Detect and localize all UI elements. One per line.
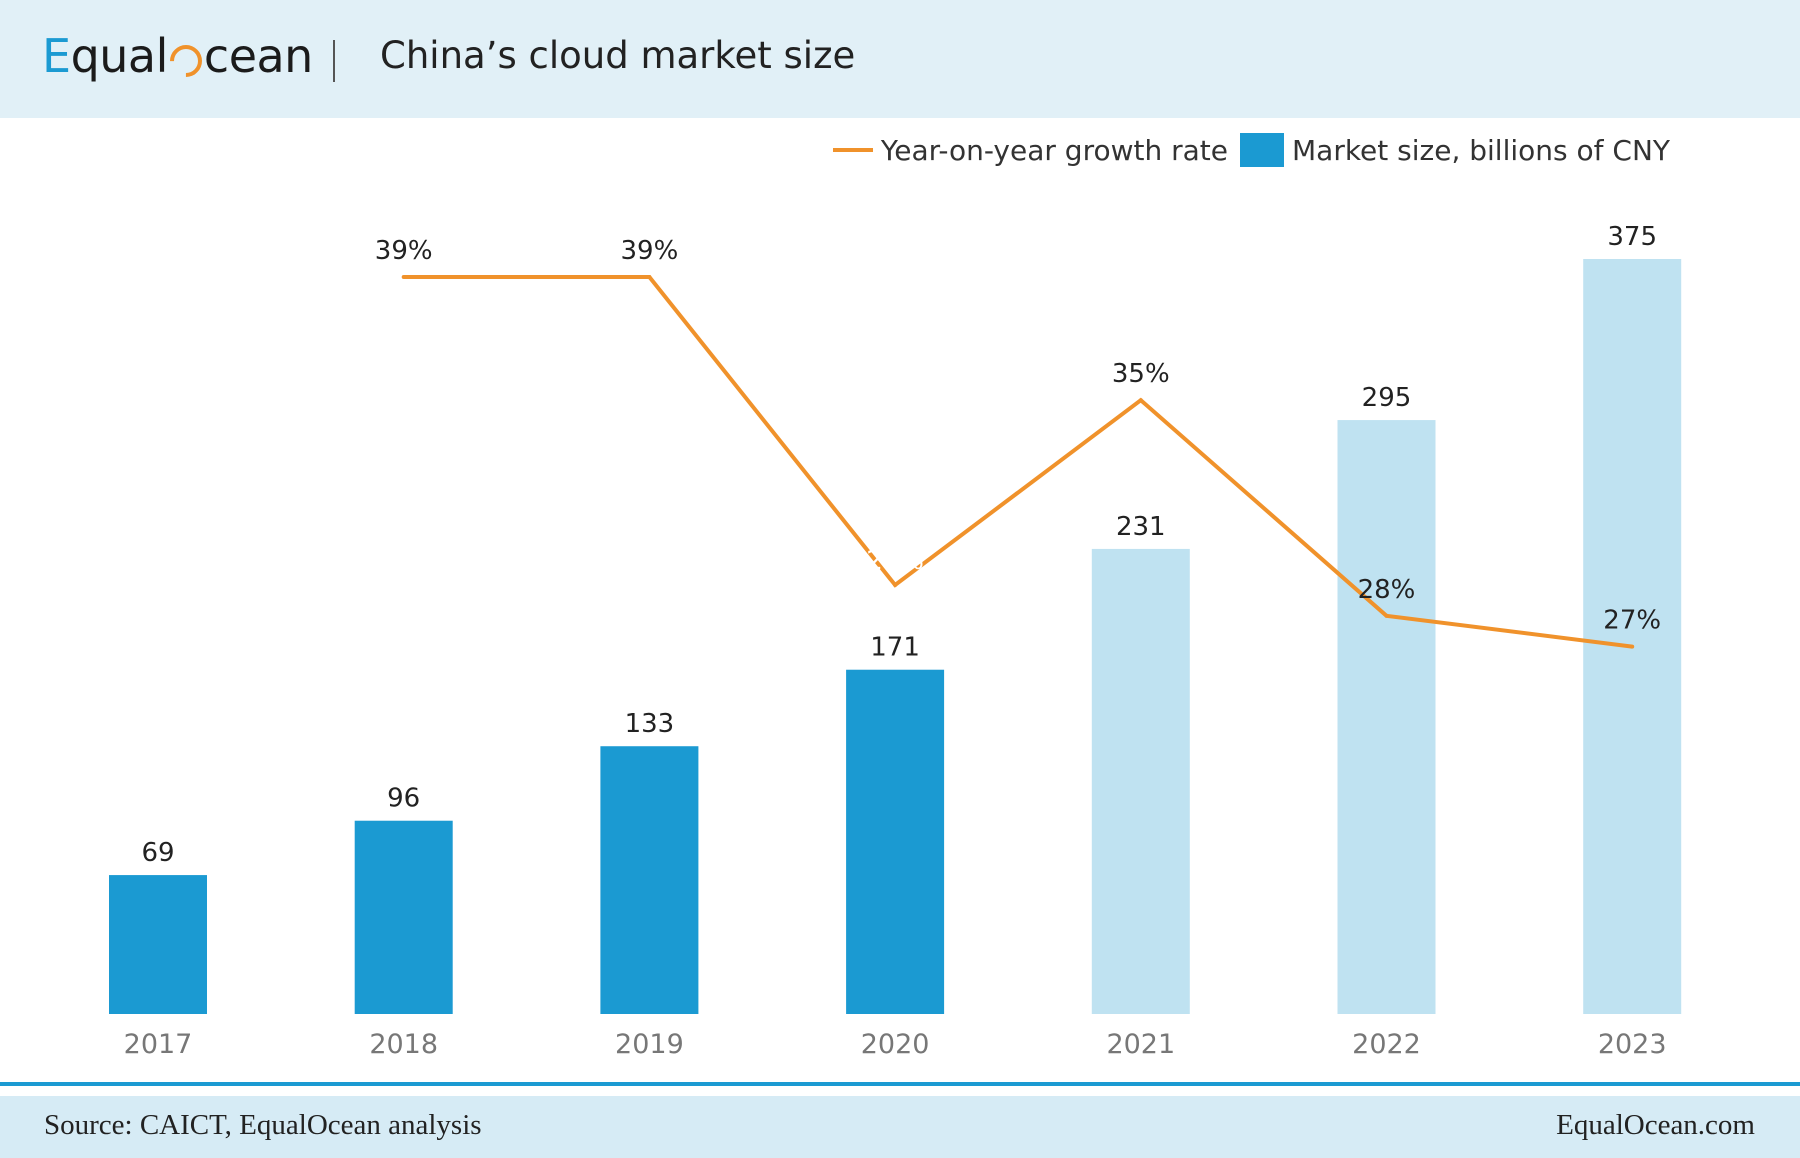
footer-band — [0, 1096, 1800, 1158]
growth-label-2021: 35% — [1112, 359, 1170, 389]
legend-line-label: Year-on-year growth rate — [880, 133, 1228, 167]
x-tick-label-2022: 2022 — [1352, 1029, 1421, 1060]
growth-point-2019 — [647, 275, 652, 279]
header-band — [0, 0, 1800, 118]
growth-label-2018: 39% — [375, 236, 433, 266]
footer-rule — [0, 1082, 1800, 1086]
bar-2022 — [1337, 420, 1436, 1015]
bar-2021 — [1091, 548, 1190, 1014]
growth-point-2022 — [1384, 613, 1389, 618]
bar-2019 — [600, 746, 699, 1014]
bar-value-label-2019: 133 — [625, 709, 675, 739]
x-tick-label-2019: 2019 — [615, 1029, 684, 1060]
x-tick-label-2017: 2017 — [124, 1029, 193, 1060]
growth-label-2022: 28% — [1358, 575, 1416, 605]
x-tick-label-2020: 2020 — [861, 1029, 930, 1060]
header-divider — [333, 40, 335, 82]
legend-bar-label: Market size, billions of CNY — [1292, 133, 1670, 167]
chart-legend: Year-on-year growth rate Market size, bi… — [832, 128, 1670, 172]
bar-value-label-2017: 69 — [141, 838, 174, 868]
equalocean-logo: Equal cean — [42, 29, 313, 84]
growth-point-2018 — [401, 275, 406, 279]
bar-2023 — [1583, 259, 1682, 1014]
bar-2017 — [109, 875, 207, 1014]
growth-rate-line — [403, 275, 1633, 649]
growth-label-2019: 39% — [621, 236, 679, 266]
legend-bar-swatch — [1240, 133, 1284, 167]
bar-value-label-2022: 295 — [1362, 383, 1412, 413]
bar-value-label-2018: 96 — [387, 784, 420, 814]
site-name: EqualOcean.com — [1556, 1109, 1755, 1141]
bar-value-label-2023: 375 — [1607, 222, 1657, 252]
source-note: Source: CAICT, EqualOcean analysis — [44, 1109, 482, 1141]
legend-line-swatch — [832, 148, 873, 152]
chart-title: China’s cloud market size — [380, 34, 856, 77]
x-tick-label-2023: 2023 — [1598, 1029, 1667, 1060]
x-tick-label-2018: 2018 — [369, 1029, 438, 1060]
bar-2020 — [846, 669, 945, 1014]
x-tick-label-2021: 2021 — [1106, 1029, 1175, 1060]
growth-label-2020: 29% — [866, 546, 924, 576]
chart-canvas: 69 2017 96 2018 133 2019 171 2020 231 2021 295 2022… — [109, 222, 1682, 1060]
bar-value-label-2021: 231 — [1116, 512, 1166, 542]
bar-2018 — [354, 820, 453, 1014]
growth-point-2020 — [893, 583, 898, 587]
growth-label-2023: 27% — [1603, 606, 1661, 636]
growth-point-2023 — [1630, 644, 1635, 649]
growth-point-2021 — [1138, 398, 1143, 403]
bar-value-label-2020: 171 — [870, 633, 920, 663]
